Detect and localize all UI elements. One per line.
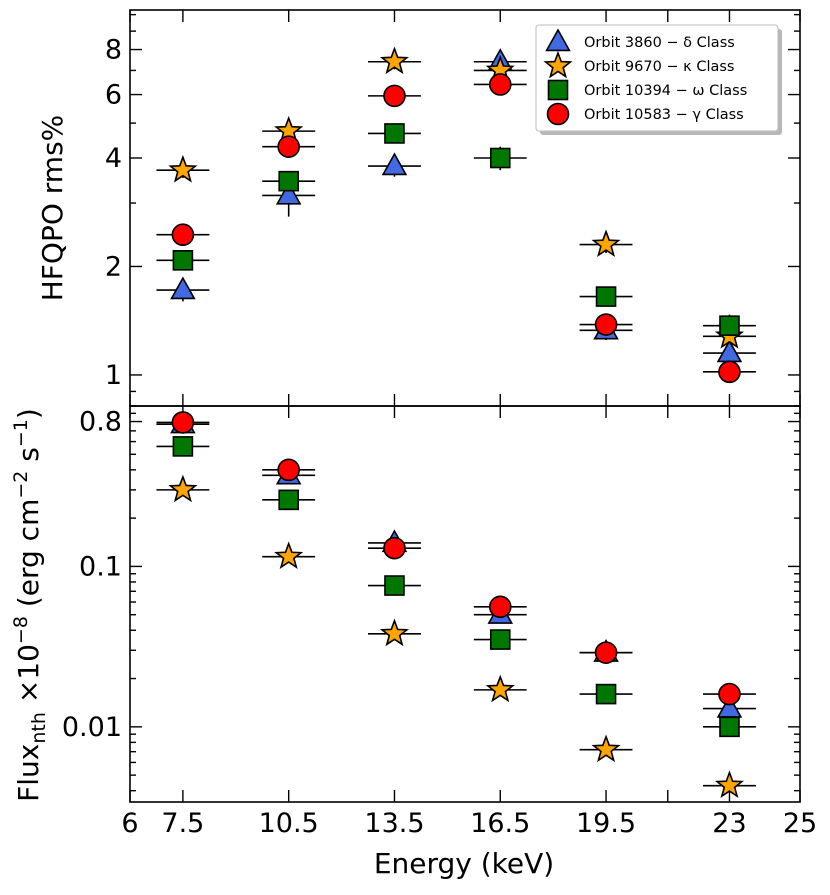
data-point-star xyxy=(168,474,198,503)
ylabel-units-exp2: −1 xyxy=(10,419,32,447)
x-tick-label: 19.5 xyxy=(576,808,636,839)
x-tick-label: 25 xyxy=(783,808,817,839)
x-tick-label: 23 xyxy=(712,808,746,839)
data-point-square xyxy=(278,170,299,192)
data-point-circle xyxy=(718,682,741,706)
ylabel-main: Flux xyxy=(12,744,45,802)
y-tick-label: 0.1 xyxy=(79,551,122,582)
legend-box xyxy=(535,24,779,132)
data-point-triangle xyxy=(275,181,302,205)
data-point-star xyxy=(591,734,621,763)
data-point-circle xyxy=(488,595,512,619)
top-panel-rms: 1 2 4 6 8 xyxy=(105,9,801,407)
data-point-circle xyxy=(383,536,406,560)
x-axis: 6 7.5 10.5 13.5 16.5 19.5 23 25 xyxy=(121,808,817,839)
x-axis-title: Energy (keV) xyxy=(374,847,554,880)
data-point-triangle xyxy=(170,276,196,300)
ylabel-units: (erg cm xyxy=(12,499,45,616)
data-point-star xyxy=(274,541,304,570)
data-point-circle xyxy=(594,641,618,664)
ylabel-units-exp1: −2 xyxy=(10,471,32,499)
bottom-panel-flux: 0.01 0.1 0.8 xyxy=(62,405,801,803)
data-point-star xyxy=(379,618,410,647)
data-point-square xyxy=(384,575,405,596)
ylabel-exponent: −8 xyxy=(10,616,32,644)
y-tick-label: 6 xyxy=(105,80,122,111)
legend-marker-star xyxy=(543,50,573,79)
legend-marker-square xyxy=(547,79,569,101)
legend: Orbit 3860 − δ Class Orbit 9670 − κ Class… xyxy=(535,24,782,135)
legend-marker-triangle xyxy=(545,28,571,52)
legend-label: Orbit 9670 − κ Class xyxy=(584,59,734,75)
y-tick-label: 4 xyxy=(105,143,122,174)
top-y-axis-title: HFQPO rms% xyxy=(36,115,69,302)
data-point-square xyxy=(595,683,617,705)
data-point-star xyxy=(168,154,198,183)
x-tick-label: 7.5 xyxy=(161,808,204,839)
ylabel-subscript: nth xyxy=(28,712,50,744)
data-point-square xyxy=(719,716,740,738)
legend-label: Orbit 10394 − ω Class xyxy=(584,83,747,99)
data-point-circle xyxy=(718,360,741,384)
data-point-circle xyxy=(277,458,300,482)
data-point-star xyxy=(485,674,515,703)
ylabel-units-end: ) xyxy=(12,408,45,419)
x-tick-label: 16.5 xyxy=(470,808,530,839)
data-point-circle xyxy=(171,411,195,434)
y-tick-label: 8 xyxy=(105,35,122,66)
y-tick-label: 0.8 xyxy=(79,407,122,438)
legend-marker-circle xyxy=(546,102,570,126)
x-tick-label: 13.5 xyxy=(364,808,424,839)
data-point-triangle xyxy=(381,152,408,176)
data-point-square xyxy=(172,250,194,271)
data-point-star xyxy=(714,770,745,799)
x-tick-label: 6 xyxy=(121,808,138,839)
data-point-square xyxy=(172,436,194,457)
data-point-square xyxy=(595,286,617,307)
legend-label: Orbit 10583 − γ Class xyxy=(584,107,744,123)
data-point-star xyxy=(379,46,410,75)
data-point-circle xyxy=(171,223,195,247)
data-point-circle xyxy=(383,84,406,108)
data-point-square xyxy=(278,489,299,511)
y-tick-label: 0.01 xyxy=(62,712,122,743)
y-tick-label: 1 xyxy=(105,360,122,391)
data-point-circle xyxy=(594,313,618,336)
data-point-circle xyxy=(277,135,300,158)
x-tick-label: 10.5 xyxy=(259,808,319,839)
panel-frame xyxy=(129,405,801,803)
data-point-triangle xyxy=(716,339,743,363)
bottom-y-axis-title: Fluxnth ×10−8 (erg cm−2 s−1) xyxy=(10,408,50,802)
data-point-square xyxy=(719,315,740,336)
y-tick-label: 2 xyxy=(105,251,122,282)
ylabel-units-mid: s xyxy=(12,447,45,471)
data-point-square xyxy=(489,147,511,169)
legend-label: Orbit 3860 − δ Class xyxy=(584,35,735,51)
data-point-square xyxy=(384,123,405,144)
data-point-star xyxy=(591,229,621,257)
data-point-circle xyxy=(488,73,512,96)
ylabel-multiplier: ×10 xyxy=(12,644,45,712)
data-point-square xyxy=(489,629,511,650)
